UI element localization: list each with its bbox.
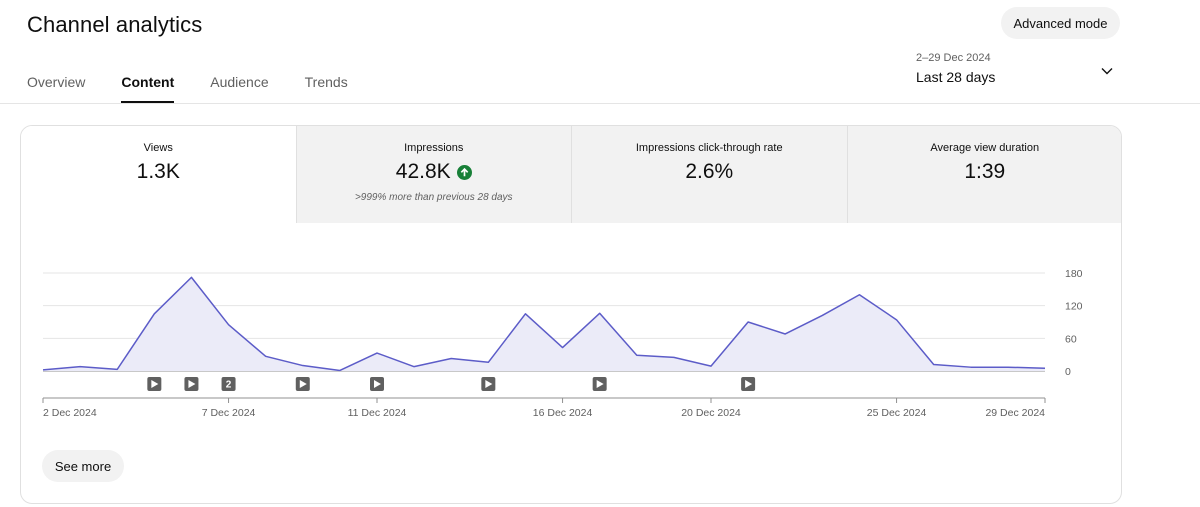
x-tick-label: 29 Dec 2024	[985, 407, 1045, 419]
tab-audience[interactable]: Audience	[210, 74, 269, 90]
metric-tabs: Views 1.3K Impressions 42.8K >999% more …	[21, 126, 1121, 223]
tab-trends[interactable]: Trends	[304, 74, 348, 90]
video-count-marker[interactable]	[221, 377, 236, 391]
date-range-picker[interactable]: 2–29 Dec 2024 Last 28 days	[916, 52, 1116, 92]
x-tick-label: 7 Dec 2024	[202, 407, 256, 419]
arrow-up-circle-icon	[456, 164, 472, 180]
metric-views[interactable]: Views 1.3K	[21, 126, 296, 223]
date-range-label: Last 28 days	[916, 69, 996, 85]
metric-impressions[interactable]: Impressions 42.8K >999% more than previo…	[295, 126, 571, 223]
y-tick-label: 120	[1065, 301, 1083, 313]
video-count-label: 2	[226, 380, 232, 391]
tab-content[interactable]: Content	[121, 60, 174, 103]
tab-overview[interactable]: Overview	[27, 74, 86, 90]
x-tick-label: 11 Dec 2024	[348, 407, 407, 419]
y-tick-label: 60	[1065, 333, 1077, 345]
views-chart: 0 60 120 180 2 2 Dec 2024 7 Dec 2024 11 Dec 202…	[42, 268, 1083, 419]
metric-ctr[interactable]: Impressions click-through rate 2.6%	[571, 126, 847, 223]
metric-value: 1:39	[964, 160, 1006, 183]
series-area	[43, 277, 1045, 371]
metric-label: Impressions	[404, 142, 464, 154]
metric-label: Average view duration	[930, 142, 1040, 154]
play-icon	[745, 380, 753, 388]
series-line	[42, 276, 1046, 372]
metric-label: Impressions click-through rate	[635, 142, 783, 154]
header-divider	[0, 103, 1200, 104]
page-title: Channel analytics	[27, 12, 203, 37]
play-icon	[299, 380, 307, 388]
metric-comparison-note: >999% more than previous 28 days	[354, 192, 513, 203]
y-tick-label: 0	[1065, 366, 1071, 378]
play-icon	[151, 380, 159, 388]
metric-avg-view-duration[interactable]: Average view duration 1:39	[846, 126, 1121, 223]
metric-value: 42.8K	[395, 160, 451, 183]
x-tick-label: 16 Dec 2024	[533, 407, 593, 419]
advanced-mode-button[interactable]: Advanced mode	[1001, 7, 1120, 39]
play-icon	[374, 380, 381, 388]
tab-bar: Overview Content Audience Trends	[27, 60, 384, 103]
analytics-card: 0 60 120 180 2 2 Dec 2024 7 Dec 2024 11 Dec 202…	[20, 125, 1122, 504]
play-icon	[485, 380, 493, 388]
see-more-button[interactable]: See more	[42, 450, 124, 482]
play-icon	[188, 380, 196, 388]
x-tick-label: 2 Dec 2024	[43, 407, 97, 419]
date-range-dates: 2–29 Dec 2024	[916, 52, 991, 64]
y-tick-label: 180	[1065, 268, 1083, 280]
metric-value: 2.6%	[685, 160, 734, 183]
x-tick-label: 20 Dec 2024	[681, 407, 741, 419]
metric-label: Views	[143, 142, 173, 154]
play-icon	[596, 380, 604, 388]
x-tick-label: 25 Dec 2024	[867, 407, 927, 419]
chevron-down-icon[interactable]	[1100, 64, 1114, 78]
metric-value: 1.3K	[136, 160, 180, 183]
